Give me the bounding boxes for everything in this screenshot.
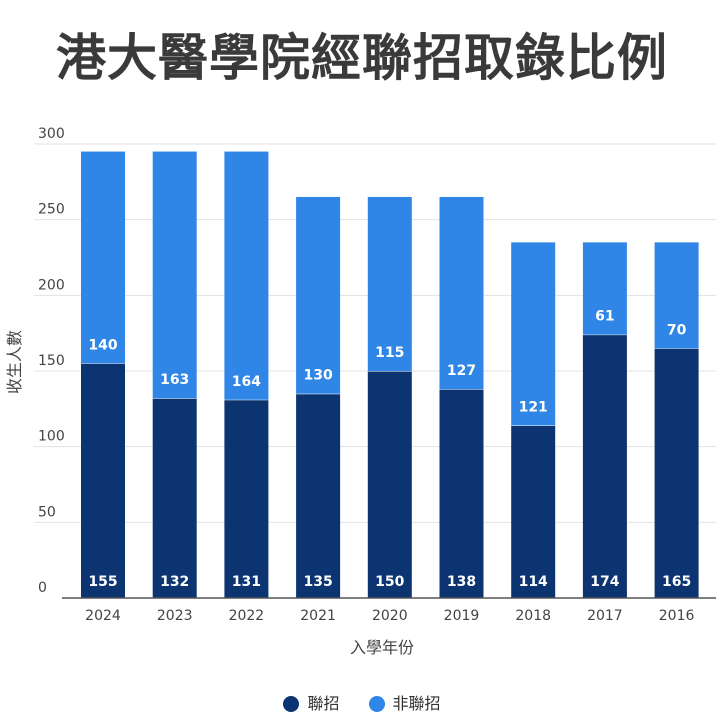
data-label: 163: [160, 372, 189, 388]
data-label: 150: [375, 574, 404, 590]
x-tick-label: 2017: [587, 608, 623, 624]
legend-label-1: 非聯招: [392, 694, 441, 713]
data-label: 132: [160, 574, 189, 590]
x-tick-label: 2019: [444, 608, 480, 624]
y-tick-label: 50: [38, 504, 56, 520]
bar-jupas: [296, 393, 341, 598]
data-label: 140: [88, 337, 117, 353]
bar-non-jupas: [439, 196, 484, 390]
y-tick-label: 300: [38, 126, 65, 142]
x-tick-label: 2022: [229, 608, 265, 624]
data-label: 164: [232, 374, 261, 390]
bar-jupas: [439, 389, 484, 598]
bar-jupas: [582, 334, 627, 598]
x-tick-label: 2018: [515, 608, 551, 624]
legend-swatch-0: [283, 696, 300, 712]
bar-non-jupas: [654, 242, 699, 349]
y-tick-label: 100: [38, 429, 65, 445]
y-tick-label: 150: [38, 353, 65, 369]
y-axis-ticks: 0 50 100 150 200 250 300: [38, 126, 65, 596]
x-tick-label: 2024: [85, 608, 121, 624]
data-label: 138: [447, 574, 476, 590]
bar-non-jupas: [81, 151, 125, 364]
x-tick-label: 2016: [659, 608, 695, 624]
bar-jupas: [152, 398, 197, 598]
data-label: 174: [590, 574, 619, 590]
bar-non-jupas: [511, 242, 556, 426]
data-label: 61: [595, 309, 614, 325]
x-tick-label: 2020: [372, 608, 408, 624]
bar-non-jupas: [152, 151, 197, 399]
legend-label-0: 聯招: [307, 694, 340, 713]
bar-non-jupas: [224, 151, 269, 400]
data-label: 131: [232, 574, 261, 590]
y-tick-label: 250: [38, 202, 65, 218]
legend-item-1: 非聯招: [368, 690, 441, 714]
bar-jupas: [224, 399, 269, 598]
legend: 聯招 非聯招: [0, 690, 724, 714]
data-label: 135: [303, 574, 332, 590]
data-label: 127: [447, 363, 476, 379]
bar-jupas: [654, 348, 699, 598]
chart-title: 港大醫學院經聯招取錄比例: [56, 29, 668, 87]
bar-non-jupas: [367, 196, 412, 371]
legend-swatch-1: [368, 696, 385, 712]
bar-jupas: [511, 425, 556, 598]
x-tick-label: 2021: [300, 608, 336, 624]
x-axis-label: 入學年份: [350, 638, 414, 657]
y-axis-label: 收生人數: [5, 330, 24, 394]
bar-non-jupas: [296, 196, 341, 394]
y-tick-label: 200: [38, 277, 65, 293]
data-label: 70: [667, 322, 687, 338]
y-tick-label: 0: [38, 580, 47, 596]
x-axis-ticks: 2024 2023 2022 2021 2020 2019 2018 2017 2016: [85, 608, 694, 624]
stacked-bar-chart: 0 50 100 150 200 250 300 155 140 132 163 131 164 135…: [5, 126, 716, 657]
data-label: 130: [303, 368, 332, 384]
data-label: 165: [662, 574, 691, 590]
bar-jupas: [367, 371, 412, 598]
bar-non-jupas: [582, 242, 627, 335]
bar-jupas: [81, 363, 125, 598]
data-label: 121: [519, 399, 548, 415]
bars: 155 140 132 163 131 164 135 130 150 115 138 127 114 1…: [81, 151, 699, 598]
x-tick-label: 2023: [157, 608, 193, 624]
data-label: 114: [519, 574, 548, 590]
data-label: 155: [88, 574, 117, 590]
data-label: 115: [375, 345, 404, 361]
legend-item-0: 聯招: [283, 690, 339, 714]
